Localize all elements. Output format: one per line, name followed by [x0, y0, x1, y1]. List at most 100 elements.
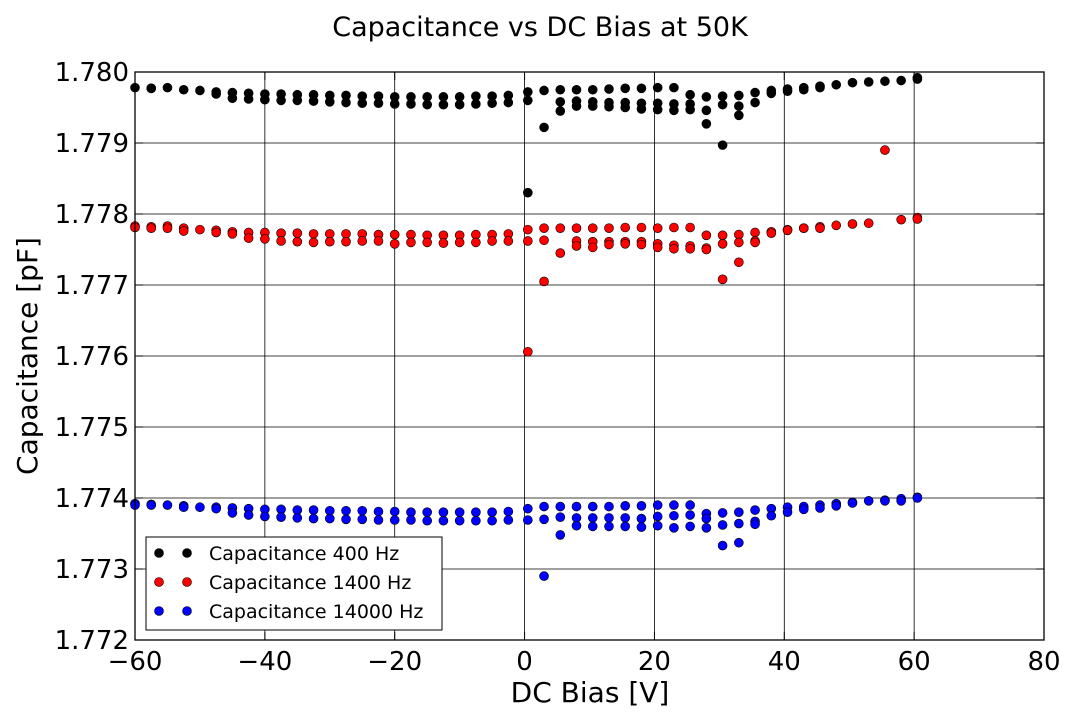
data-point [750, 519, 760, 530]
data-point [734, 537, 744, 548]
data-point [308, 96, 319, 106]
data-point [571, 520, 582, 531]
data-point [276, 95, 286, 106]
data-point [555, 530, 566, 540]
data-point [636, 501, 647, 511]
data-point [523, 224, 533, 235]
x-tick-label: 40 [768, 647, 801, 677]
data-point [373, 515, 384, 525]
data-point [373, 236, 384, 246]
x-tick-label: −40 [237, 647, 292, 677]
data-point [652, 104, 663, 115]
data-point [523, 95, 533, 106]
x-tick-label: 0 [516, 647, 533, 677]
data-point [324, 513, 335, 524]
data-point [685, 510, 695, 520]
data-point [276, 512, 286, 522]
data-point [604, 84, 614, 94]
data-point [701, 105, 712, 116]
data-point [178, 502, 189, 513]
data-point [587, 501, 598, 512]
data-point [734, 110, 744, 121]
data-point [195, 502, 205, 513]
data-point [539, 571, 549, 581]
data-point [847, 77, 858, 88]
y-tick-label: 1.774 [55, 484, 129, 514]
data-point [717, 520, 728, 530]
data-point [260, 511, 270, 522]
data-point [782, 225, 793, 236]
data-point [373, 98, 384, 109]
data-point [685, 104, 695, 115]
data-point [555, 512, 566, 522]
data-point [831, 501, 842, 511]
data-point [734, 90, 744, 101]
data-point [308, 513, 319, 524]
data-point [523, 346, 533, 357]
data-point [357, 505, 368, 516]
data-point [146, 83, 157, 94]
data-point [717, 230, 728, 241]
data-point [701, 119, 712, 129]
data-point [373, 506, 384, 517]
data-point [717, 239, 728, 249]
data-point [243, 510, 254, 520]
data-point [734, 237, 744, 248]
data-point [669, 82, 679, 93]
data-point [604, 101, 614, 112]
data-point [587, 84, 598, 95]
data-point [636, 104, 647, 114]
data-point [438, 507, 449, 518]
data-point [227, 93, 238, 104]
data-point [389, 239, 400, 249]
data-point [422, 99, 432, 110]
data-point [669, 510, 679, 521]
data-point [539, 514, 549, 525]
data-point [750, 87, 760, 98]
data-point [620, 102, 631, 113]
data-point [211, 89, 221, 99]
data-point [734, 101, 744, 111]
data-point [750, 237, 760, 248]
data-point [798, 223, 809, 233]
data-point [734, 518, 744, 529]
data-point [587, 513, 598, 523]
data-point [863, 496, 874, 506]
legend-marker [182, 548, 192, 558]
data-point [831, 220, 842, 231]
data-point [503, 515, 514, 525]
data-point [652, 520, 663, 531]
data-point [341, 505, 351, 516]
data-point [717, 91, 728, 101]
data-point [604, 513, 614, 523]
data-point [357, 98, 368, 109]
data-point [912, 493, 923, 503]
data-point [357, 514, 368, 525]
data-point [717, 140, 728, 150]
data-point [260, 94, 270, 105]
data-point [587, 521, 598, 532]
data-point [341, 514, 351, 525]
legend-marker [154, 606, 164, 616]
data-point [227, 229, 238, 239]
data-point [162, 82, 173, 93]
data-point [896, 496, 906, 506]
data-point [292, 513, 303, 523]
data-point [750, 505, 760, 515]
data-point [652, 511, 663, 522]
data-point [260, 234, 270, 244]
data-point [555, 106, 566, 116]
data-point [389, 99, 400, 109]
series-0 [130, 72, 923, 198]
data-point [422, 507, 432, 518]
data-point [669, 523, 679, 533]
data-point [701, 244, 712, 255]
data-point [539, 235, 549, 246]
data-point [438, 238, 449, 248]
series-2 [130, 492, 923, 581]
data-point [539, 85, 549, 96]
data-point [782, 86, 793, 96]
data-point [471, 515, 481, 526]
y-tick-label: 1.777 [55, 271, 129, 301]
